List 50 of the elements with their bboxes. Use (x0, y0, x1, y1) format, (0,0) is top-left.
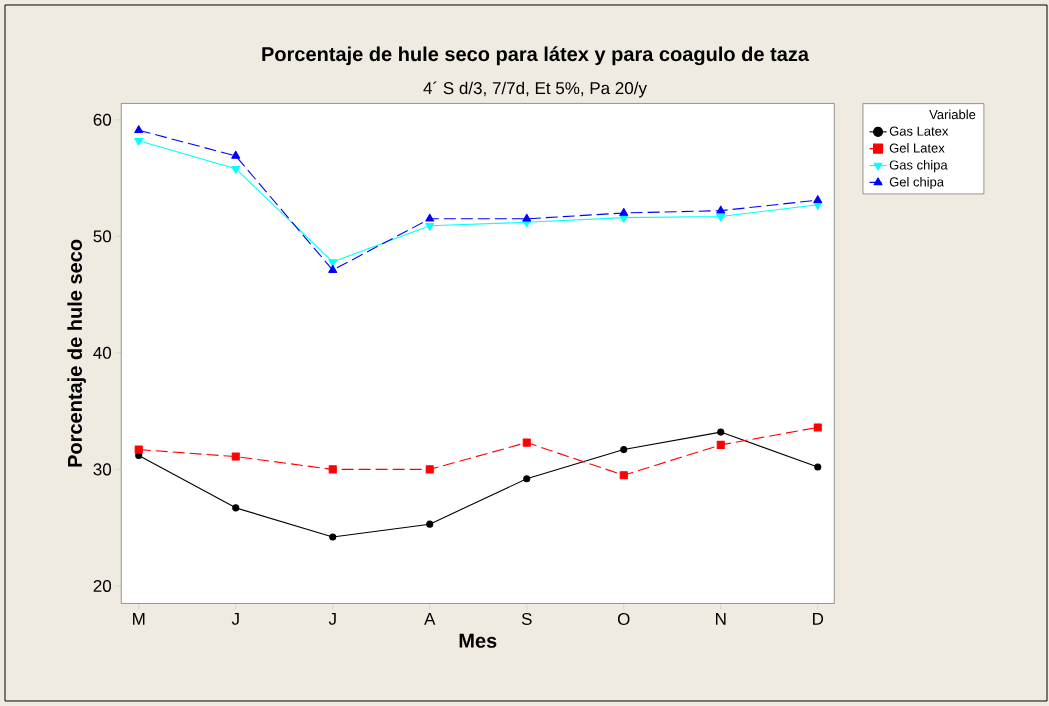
point (620, 446, 628, 454)
point (814, 463, 822, 471)
y-tick-label: 40 (93, 346, 112, 359)
y-tick-label: 20 (93, 579, 112, 592)
point (425, 213, 435, 222)
point (231, 150, 241, 159)
x-axis-title: Mes (459, 633, 497, 648)
point (231, 452, 240, 461)
x-tick-label: O (617, 612, 630, 625)
point (328, 259, 338, 267)
x-tick-label: N (716, 612, 726, 625)
point (328, 265, 338, 273)
point (716, 213, 726, 222)
point (328, 465, 337, 474)
point (523, 475, 531, 483)
point (425, 223, 435, 231)
point (716, 440, 725, 449)
x-tick-label: A (424, 612, 436, 625)
y-tick-label: 60 (93, 113, 112, 126)
point (231, 165, 241, 174)
y-tick-label: 30 (93, 463, 112, 476)
x-tick-label: J (328, 612, 336, 625)
point (717, 428, 725, 436)
x-tick-label: D (813, 612, 824, 625)
point (232, 504, 240, 512)
point (426, 520, 434, 528)
point (619, 471, 628, 480)
point (522, 213, 532, 222)
legend-label: Gas Latex (889, 126, 949, 136)
legend-label: Gel chipa (889, 176, 945, 190)
y-tick-label: 50 (93, 230, 112, 243)
point (619, 207, 629, 216)
chart-title: Porcentaje de hule seco para látex y para coagulo de taza (262, 46, 810, 66)
point (134, 125, 144, 134)
point (134, 445, 143, 454)
legend-title: Variable (929, 109, 976, 120)
point (134, 137, 144, 146)
point (813, 195, 823, 203)
x-tick-label: M (133, 612, 145, 625)
x-tick-label: J (231, 612, 239, 625)
chart-subtitle: 4´ S d/3, 7/7d, Et 5%, Pa 20/y (423, 81, 647, 98)
point (522, 438, 531, 447)
x-tick-label: S (521, 612, 532, 625)
y-axis-title: Porcentaje de hule seco (67, 239, 86, 467)
point (329, 533, 337, 541)
point (425, 465, 434, 474)
point (813, 423, 822, 432)
point (716, 205, 726, 214)
legend-label: Gel Latex (889, 143, 945, 153)
legend-label: Gas chipa (889, 160, 948, 173)
